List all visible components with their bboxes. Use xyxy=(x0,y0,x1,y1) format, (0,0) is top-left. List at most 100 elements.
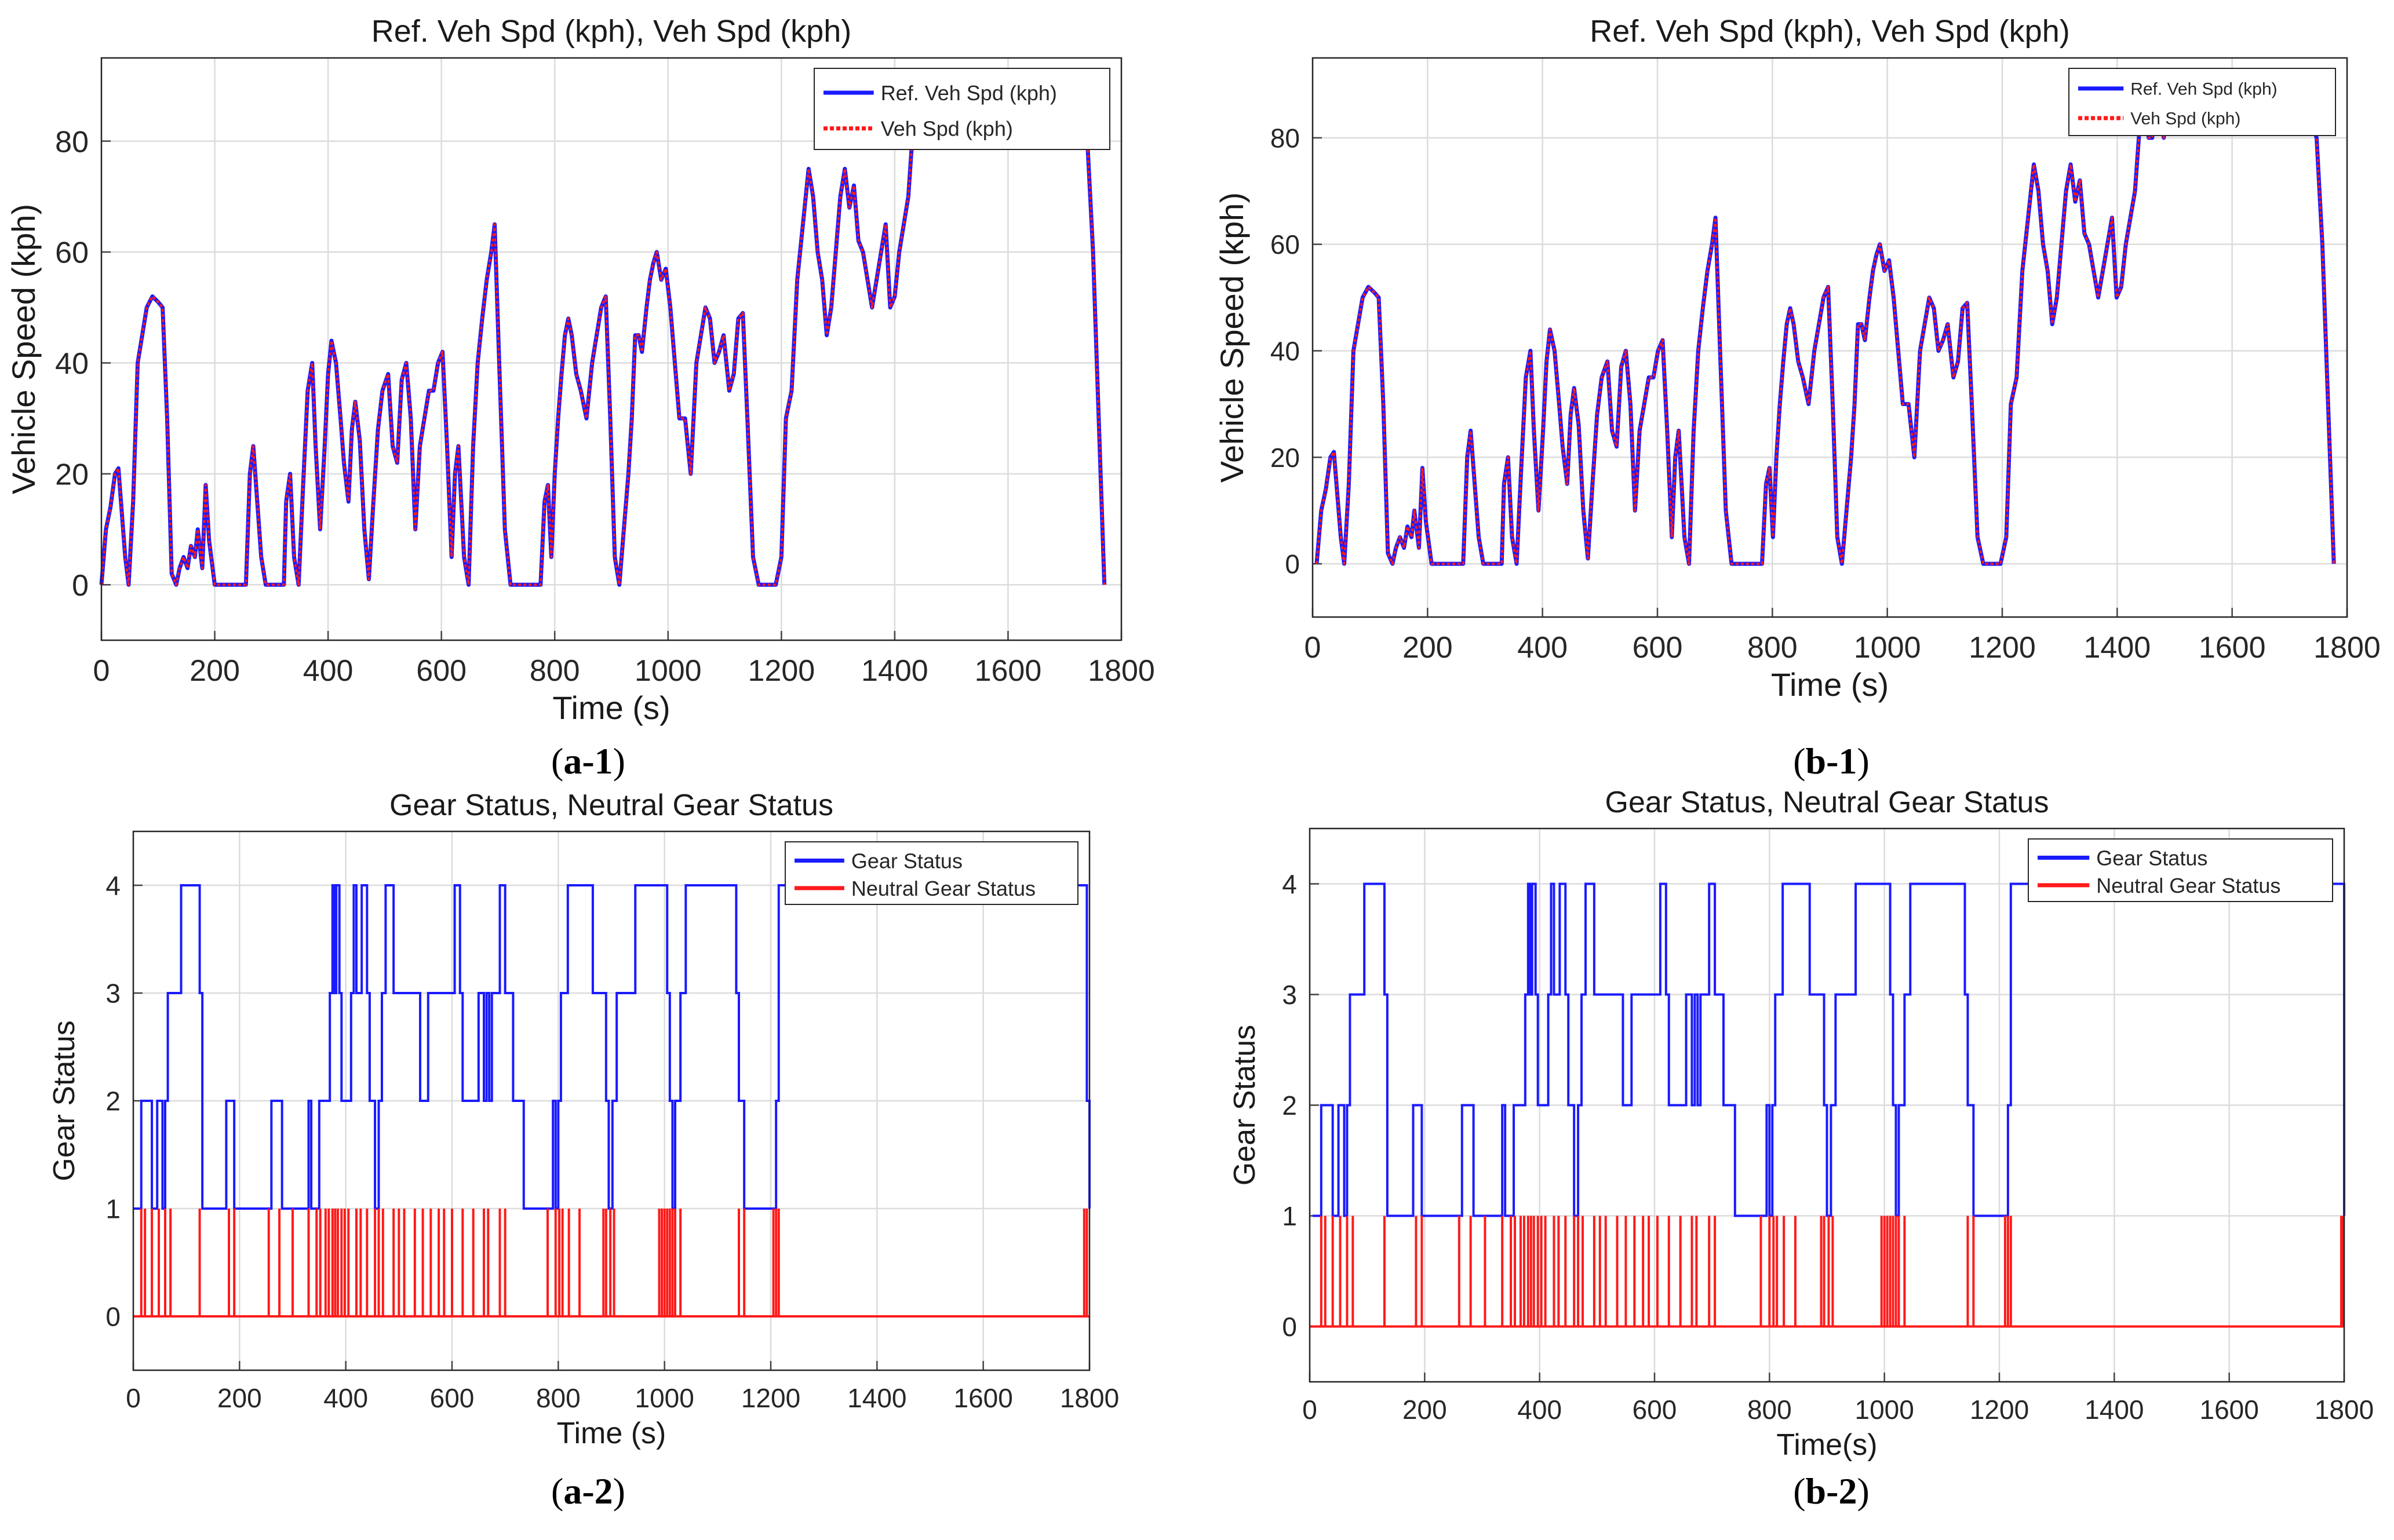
legend: Gear Status Neutral Gear Status xyxy=(785,841,1078,905)
x-axis-label: Time (s) xyxy=(552,689,670,726)
x-tick-label: 800 xyxy=(536,1383,581,1413)
legend-label: Gear Status xyxy=(851,849,963,873)
legend-box xyxy=(2028,838,2333,902)
y-tick-label: 80 xyxy=(55,125,89,159)
x-tick-label: 800 xyxy=(1747,1395,1792,1425)
x-tick-label: 1800 xyxy=(2313,631,2381,665)
x-tick-label: 0 xyxy=(126,1383,141,1413)
chart-title: Ref. Veh Spd (kph), Veh Spd (kph) xyxy=(1590,14,2069,49)
legend-box xyxy=(785,841,1078,905)
x-tick-label: 1200 xyxy=(741,1383,800,1413)
y-tick-label: 80 xyxy=(1270,123,1300,153)
legend-label: Neutral Gear Status xyxy=(2096,874,2280,897)
y-axis-label: Vehicle Speed (kph) xyxy=(1214,192,1250,483)
x-tick-label: 600 xyxy=(416,654,467,688)
x-tick-label: 400 xyxy=(1517,1395,1562,1425)
y-tick-label: 4 xyxy=(105,871,121,901)
x-tick-label: 800 xyxy=(1747,631,1798,665)
x-tick-label: 1000 xyxy=(1854,631,1921,665)
x-tick-label: 0 xyxy=(1302,1395,1317,1425)
x-tick-label: 1400 xyxy=(2083,631,2151,665)
legend-box xyxy=(2068,68,2336,136)
series-line-veh-spd xyxy=(1315,94,2335,565)
y-tick-label: 1 xyxy=(1282,1201,1297,1231)
plot-b1: 0 200 400 600 800 1000 1200 1400 1600 1800 0 20 40 60… xyxy=(1214,14,2381,703)
chart-title: Ref. Veh Spd (kph), Veh Spd (kph) xyxy=(371,14,851,49)
x-tick-label: 600 xyxy=(1633,631,1683,665)
x-tick-label: 0 xyxy=(93,654,110,688)
chart-title: Gear Status, Neutral Gear Status xyxy=(389,789,833,822)
legend-item: Gear Status xyxy=(795,849,963,873)
plot-b2: 0 200 400 600 800 1000 1200 1400 1600 1800 0 1 2 3 4 Ge… xyxy=(1228,786,2374,1462)
x-tick-label: 1200 xyxy=(1969,631,2036,665)
legend-label: Ref. Veh Spd (kph) xyxy=(2130,80,2277,99)
y-tick-label: 3 xyxy=(105,979,121,1009)
x-axis-label: Time(s) xyxy=(1776,1428,1877,1462)
legend-item: Ref. Veh Spd (kph) xyxy=(823,81,1057,105)
plot-a1: 0 200 400 600 800 1000 1200 1400 1600 1800 0 20 40 60… xyxy=(5,14,1155,726)
legend-item: Veh Spd (kph) xyxy=(2078,110,2240,129)
x-tick-label: 1800 xyxy=(1088,654,1155,688)
y-tick-label: 1 xyxy=(105,1194,121,1224)
y-axis-label: Gear Status xyxy=(48,1020,81,1181)
y-tick-label: 0 xyxy=(1285,549,1300,579)
x-tick-label: 1600 xyxy=(2199,631,2266,665)
y-tick-label: 60 xyxy=(55,236,89,270)
plot-frame xyxy=(132,830,1091,1371)
x-tick-label: 200 xyxy=(1402,631,1453,665)
legend-label: Gear Status xyxy=(2096,846,2207,870)
x-tick-label: 200 xyxy=(217,1383,262,1413)
series-neutral-gear-status xyxy=(1310,1216,2345,1328)
y-tick-label: 0 xyxy=(105,1302,121,1332)
x-tick-label: 1000 xyxy=(635,1383,694,1413)
x-tick-label: 1600 xyxy=(975,654,1042,688)
x-tick-label: 400 xyxy=(323,1383,368,1413)
y-tick-label: 2 xyxy=(1282,1090,1297,1121)
x-axis-label: Time (s) xyxy=(557,1417,666,1450)
legend-item: Neutral Gear Status xyxy=(2038,874,2280,897)
x-tick-label: 600 xyxy=(430,1383,475,1413)
legend-box xyxy=(814,68,1110,150)
x-tick-label: 1600 xyxy=(2199,1395,2258,1425)
y-tick-label: 0 xyxy=(1282,1312,1297,1342)
x-tick-label: 1000 xyxy=(1854,1395,1914,1425)
y-axis-label: Vehicle Speed (kph) xyxy=(5,204,42,494)
plot-frame xyxy=(100,57,1123,641)
legend-label: Veh Spd (kph) xyxy=(2130,110,2240,129)
legend: Gear Status Neutral Gear Status xyxy=(2028,838,2333,902)
legend-item: Ref. Veh Spd (kph) xyxy=(2078,80,2278,99)
legend-item: Gear Status xyxy=(2038,846,2207,870)
x-tick-label: 200 xyxy=(1402,1395,1447,1425)
y-tick-label: 20 xyxy=(1270,443,1300,473)
x-tick-label: 800 xyxy=(530,654,580,688)
legend-label: Ref. Veh Spd (kph) xyxy=(881,81,1057,105)
x-tick-label: 1200 xyxy=(748,654,815,688)
x-tick-label: 1000 xyxy=(635,654,702,688)
chart-title: Gear Status, Neutral Gear Status xyxy=(1605,786,2049,819)
legend-item: Neutral Gear Status xyxy=(795,877,1036,900)
x-tick-label: 0 xyxy=(1305,631,1321,665)
y-tick-label: 3 xyxy=(1282,980,1297,1010)
x-tick-label: 1800 xyxy=(1060,1383,1119,1413)
x-tick-label: 1400 xyxy=(861,654,928,688)
x-tick-label: 200 xyxy=(190,654,240,688)
legend-item: Veh Spd (kph) xyxy=(823,117,1013,141)
y-axis-label: Gear Status xyxy=(1228,1025,1262,1185)
x-tick-label: 400 xyxy=(1517,631,1568,665)
legend: Ref. Veh Spd (kph) Veh Spd (kph) xyxy=(814,68,1110,150)
panel-caption: (a-2) xyxy=(551,1470,625,1512)
x-axis-label: Time (s) xyxy=(1771,666,1889,703)
y-tick-label: 60 xyxy=(1270,229,1300,260)
y-tick-label: 2 xyxy=(105,1086,121,1116)
x-tick-label: 1200 xyxy=(1970,1395,2029,1425)
plot-frame xyxy=(1311,57,2348,618)
y-tick-label: 0 xyxy=(72,569,89,603)
x-tick-label: 400 xyxy=(303,654,354,688)
series-line-gear-status xyxy=(1312,882,2345,1217)
plot-area xyxy=(101,58,1121,640)
series-neutral-gear-status xyxy=(133,1209,1089,1318)
y-tick-label: 4 xyxy=(1282,869,1297,899)
legend: Ref. Veh Spd (kph) Veh Spd (kph) xyxy=(2068,68,2336,136)
x-tick-label: 1400 xyxy=(2085,1395,2144,1425)
